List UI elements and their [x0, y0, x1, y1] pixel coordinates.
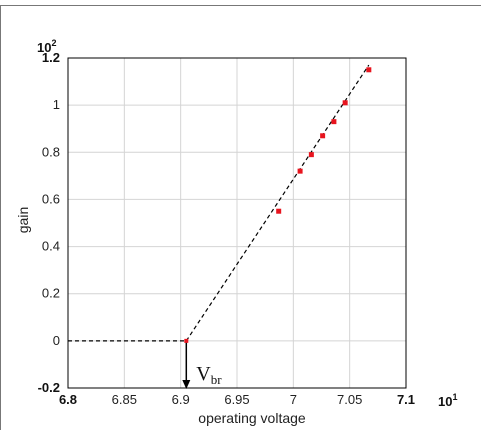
y-axis-label: gain — [15, 207, 31, 233]
data-points — [184, 67, 372, 343]
x-axis-label: operating voltage — [198, 410, 306, 426]
plot-frame — [67, 57, 407, 389]
data-point — [342, 100, 348, 106]
y-tick-labels: -0.2 0 0.2 0.4 0.6 0.8 1 1.2 — [38, 50, 60, 395]
window-frame-top — [0, 5, 481, 6]
window-frame-left — [0, 5, 1, 430]
plot-lines — [68, 64, 370, 389]
x-tick-label: 6.85 — [112, 392, 137, 407]
x-tick-label: 6.9 — [172, 392, 190, 407]
breakdown-voltage-label: Vbr — [196, 363, 222, 387]
x-tick-label: 7 — [290, 392, 297, 407]
data-point — [297, 168, 303, 174]
x-tick-label: 6.95 — [224, 392, 249, 407]
data-point — [331, 119, 337, 125]
data-point — [276, 208, 282, 214]
x-tick-labels: 6.8 6.85 6.9 6.95 7 7.05 7.1 — [59, 392, 415, 407]
data-point — [320, 133, 326, 139]
fit-dashed-line — [185, 64, 370, 342]
y-tick-label: 0.6 — [42, 191, 60, 206]
data-point — [366, 67, 372, 73]
y-axis-exponent: 102 — [37, 38, 56, 55]
y-tick-label: 0.2 — [42, 286, 60, 301]
breakdown-arrow-head — [182, 380, 191, 389]
data-point — [308, 152, 314, 158]
x-tick-label: 6.8 — [59, 392, 77, 407]
y-tick-label: 0.8 — [42, 144, 60, 159]
grid-lines — [68, 58, 406, 388]
y-tick-label: 0 — [53, 333, 60, 348]
y-tick-label: 0.4 — [42, 239, 60, 254]
breakdown-point — [184, 338, 189, 343]
y-tick-label: -0.2 — [38, 380, 60, 395]
x-axis-exponent: 101 — [438, 392, 457, 409]
x-tick-label: 7.05 — [337, 392, 362, 407]
y-tick-label: 1 — [53, 97, 60, 112]
y-tick-label: 1.2 — [42, 50, 60, 65]
x-tick-label: 7.1 — [397, 392, 415, 407]
